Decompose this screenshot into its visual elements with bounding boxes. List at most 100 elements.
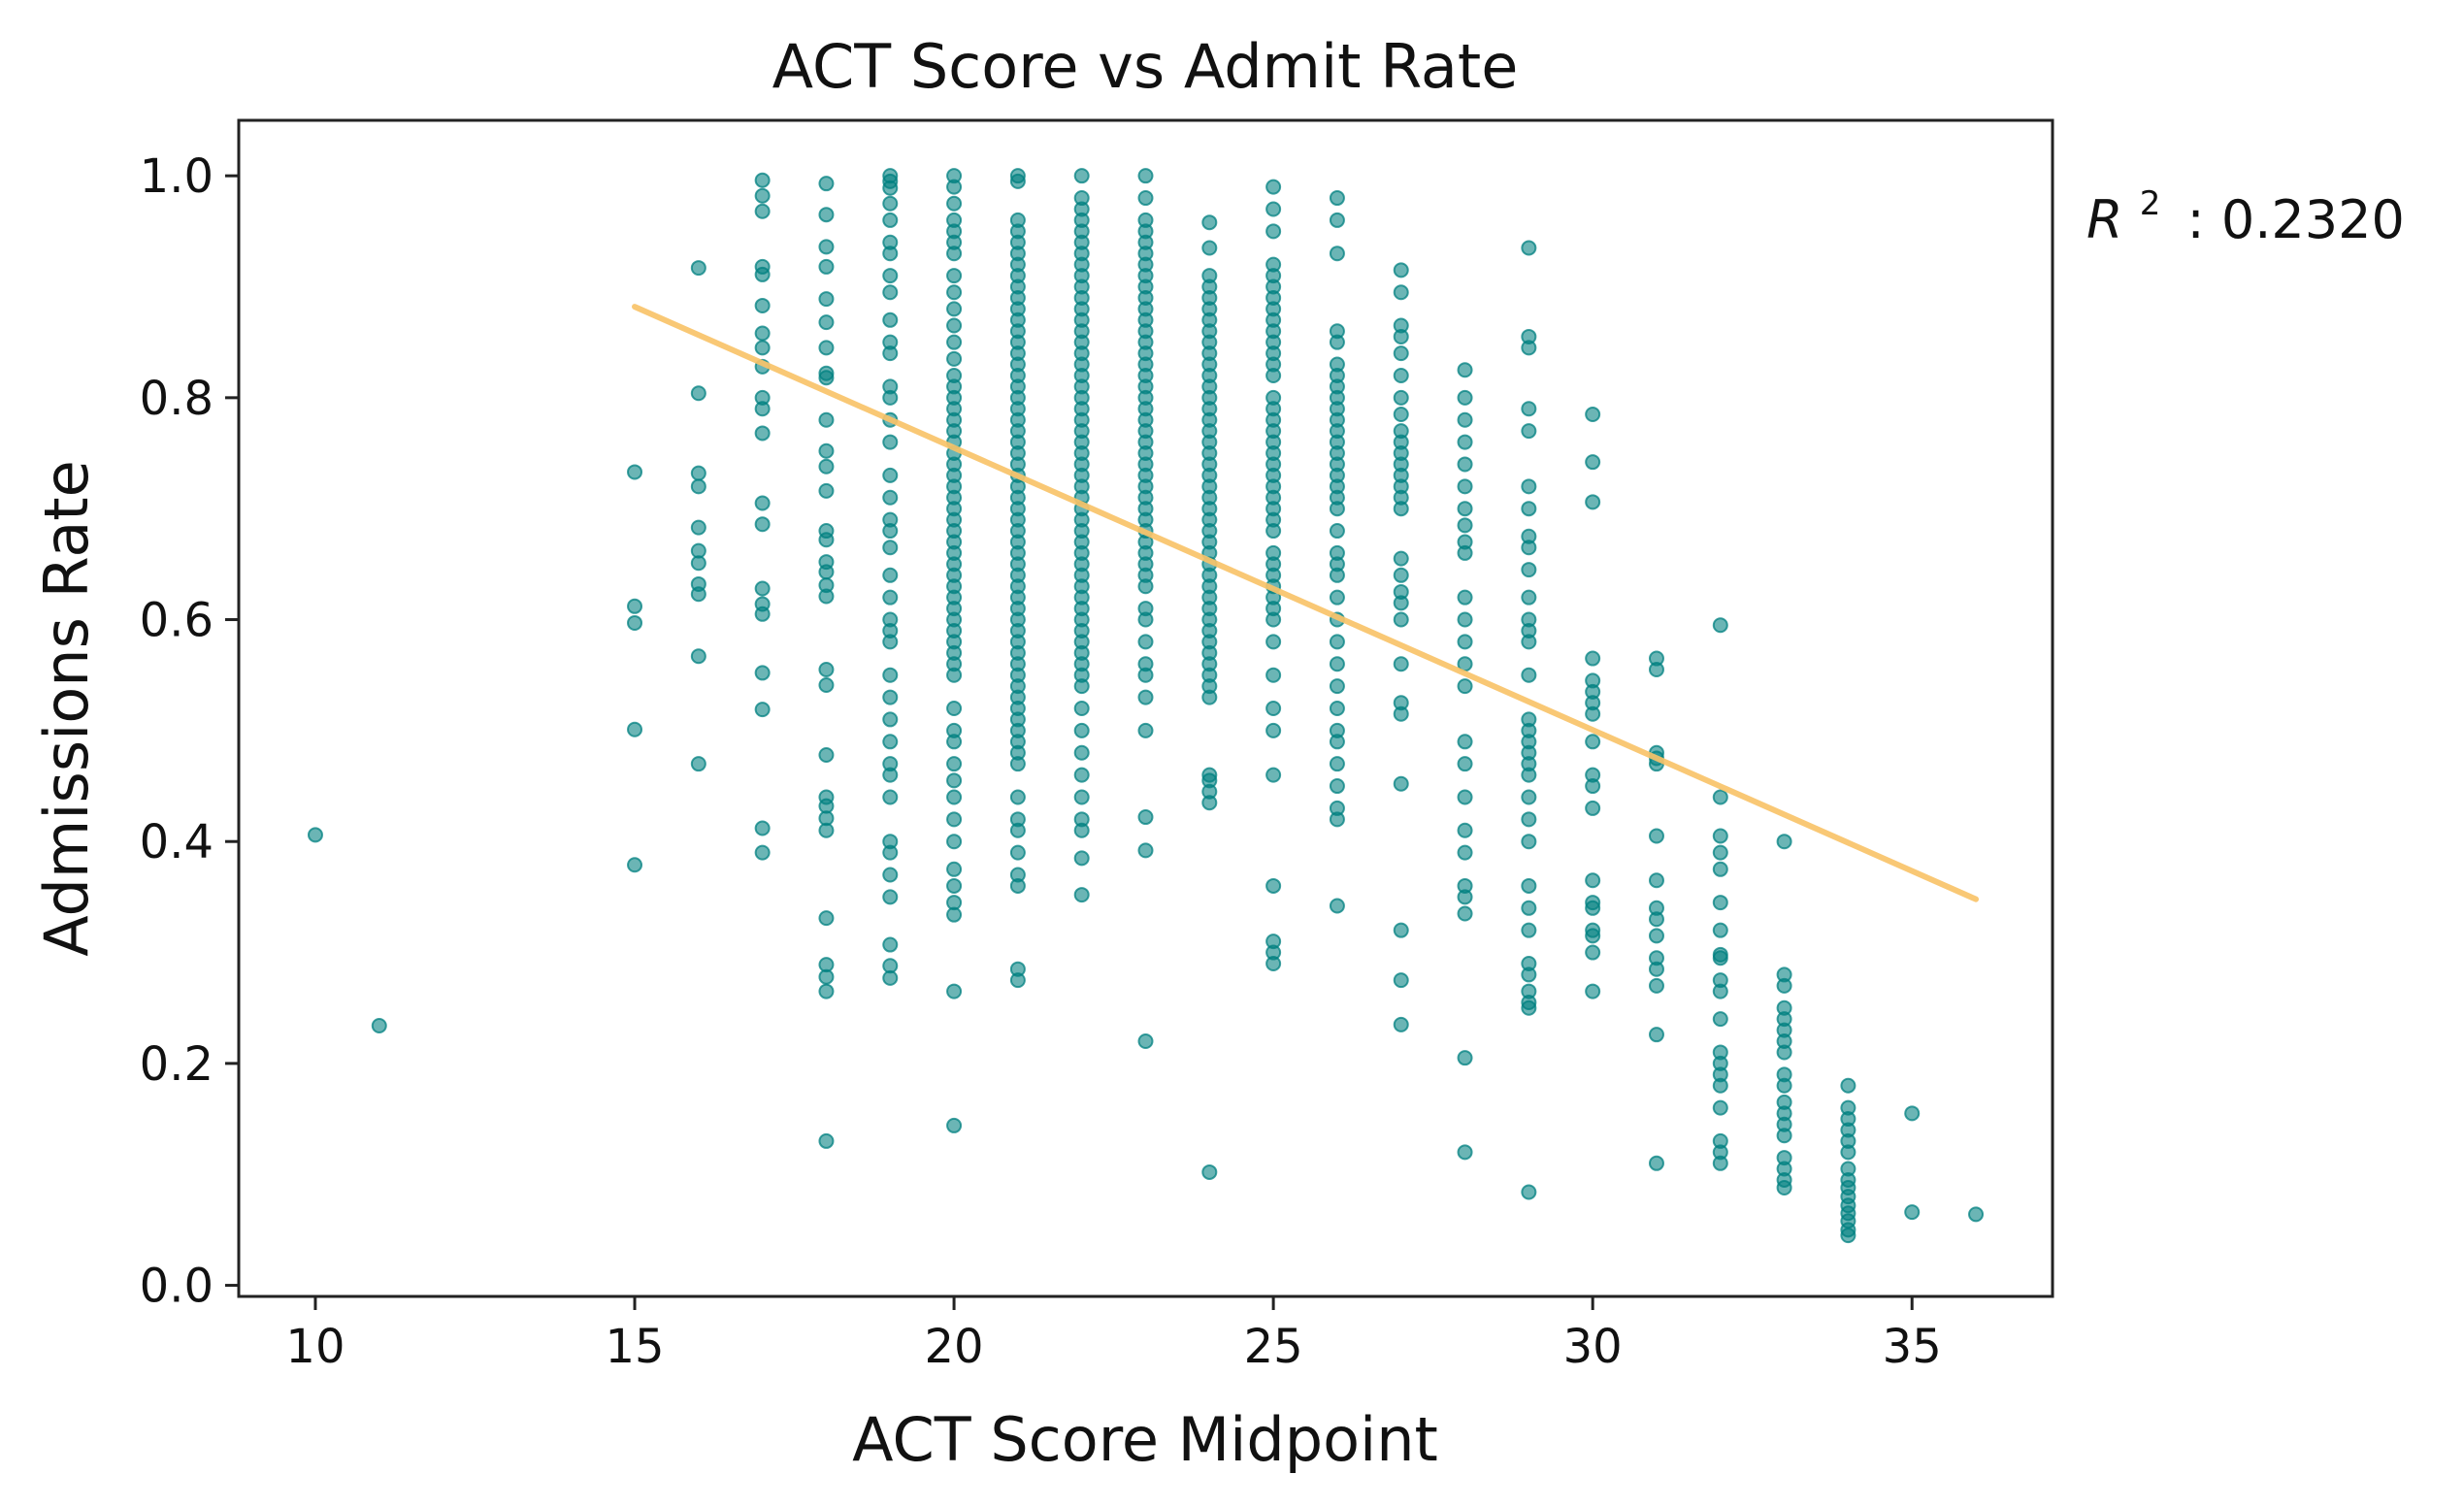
data-point (1457, 589, 1473, 606)
data-point (1712, 950, 1728, 966)
data-point (1521, 478, 1537, 495)
data-point (1393, 389, 1409, 406)
y-tick-label: 0.2 (140, 1037, 214, 1092)
r-squared-symbol: R (2086, 189, 2123, 250)
x-tick-label: 30 (1563, 1320, 1623, 1374)
data-point (818, 258, 835, 275)
data-point (1585, 494, 1601, 510)
y-tick-label: 0.8 (140, 372, 214, 426)
data-point (1521, 240, 1537, 256)
data-point (1457, 905, 1473, 922)
data-point (946, 667, 963, 683)
data-point (818, 588, 835, 605)
data-point (1457, 1144, 1473, 1161)
data-point (1712, 983, 1728, 999)
data-point (1521, 834, 1537, 850)
data-point (1265, 179, 1282, 195)
data-point (882, 567, 899, 583)
x-tick-label: 35 (1883, 1320, 1942, 1374)
data-point (946, 834, 963, 850)
data-point (882, 889, 899, 905)
y-tick-label: 1.0 (140, 149, 214, 204)
data-point (1329, 190, 1345, 207)
data-point (946, 1117, 963, 1133)
data-point (1457, 501, 1473, 517)
data-point (946, 861, 963, 877)
data-point (1585, 983, 1601, 999)
data-point (1457, 389, 1473, 406)
data-point (946, 701, 963, 716)
data-point (1073, 789, 1090, 805)
data-point (1265, 722, 1282, 738)
data-point (1712, 617, 1728, 634)
data-point (1201, 1163, 1218, 1180)
data-point (1393, 284, 1409, 301)
data-point (1776, 1044, 1792, 1061)
data-point (946, 350, 963, 367)
data-point (690, 465, 706, 481)
data-point (754, 580, 771, 597)
data-point (1393, 1016, 1409, 1032)
y-axis-ticks: 0.0 0.2 0.4 0.6 0.8 1.0 (140, 149, 239, 1314)
data-point (818, 564, 835, 580)
y-tick-label: 0.4 (140, 815, 214, 869)
data-point (1521, 401, 1537, 417)
data-point (1585, 900, 1601, 916)
data-point (1009, 972, 1026, 989)
data-point (882, 195, 899, 212)
data-point (818, 482, 835, 499)
data-point (882, 867, 899, 883)
data-point (1265, 523, 1282, 540)
data-point (818, 1132, 835, 1149)
data-point (882, 212, 899, 228)
scatter-points (307, 168, 1985, 1244)
data-point (1393, 972, 1409, 989)
data-point (1457, 678, 1473, 695)
data-point (1393, 611, 1409, 628)
data-point (818, 340, 835, 356)
data-point (1073, 678, 1090, 695)
data-point (1585, 928, 1601, 944)
data-point (1457, 611, 1473, 628)
data-point (1968, 1206, 1985, 1223)
data-point (1712, 1011, 1728, 1028)
data-point (1329, 334, 1345, 350)
data-point (818, 176, 835, 192)
data-point (754, 340, 771, 356)
data-point (1457, 544, 1473, 561)
data-point (1329, 212, 1345, 228)
data-point (1329, 246, 1345, 262)
data-point (946, 284, 963, 301)
plot-frame (237, 118, 2054, 1298)
data-point (690, 648, 706, 665)
data-point (946, 334, 963, 350)
data-point (818, 822, 835, 838)
data-point (1648, 1027, 1664, 1043)
data-point (1712, 1099, 1728, 1116)
data-point (754, 266, 771, 282)
fit-line (632, 304, 1980, 902)
data-point (1073, 701, 1090, 716)
data-point (1393, 922, 1409, 938)
data-point (882, 523, 899, 540)
data-point (1265, 667, 1282, 683)
r-squared-superscript: 2 (2140, 184, 2161, 223)
data-point (1776, 1128, 1792, 1144)
data-point (1521, 877, 1537, 894)
data-point (1073, 744, 1090, 761)
data-point (882, 969, 899, 986)
data-point (882, 268, 899, 284)
data-point (1521, 540, 1537, 556)
data-point (1521, 767, 1537, 783)
data-point (818, 411, 835, 428)
data-point (1393, 345, 1409, 362)
data-point (690, 555, 706, 572)
data-point (1393, 595, 1409, 611)
data-point (1073, 850, 1090, 867)
data-point (1393, 550, 1409, 567)
data-point (1712, 895, 1728, 911)
data-point (1009, 844, 1026, 861)
data-point (307, 827, 323, 843)
data-point (882, 345, 899, 362)
